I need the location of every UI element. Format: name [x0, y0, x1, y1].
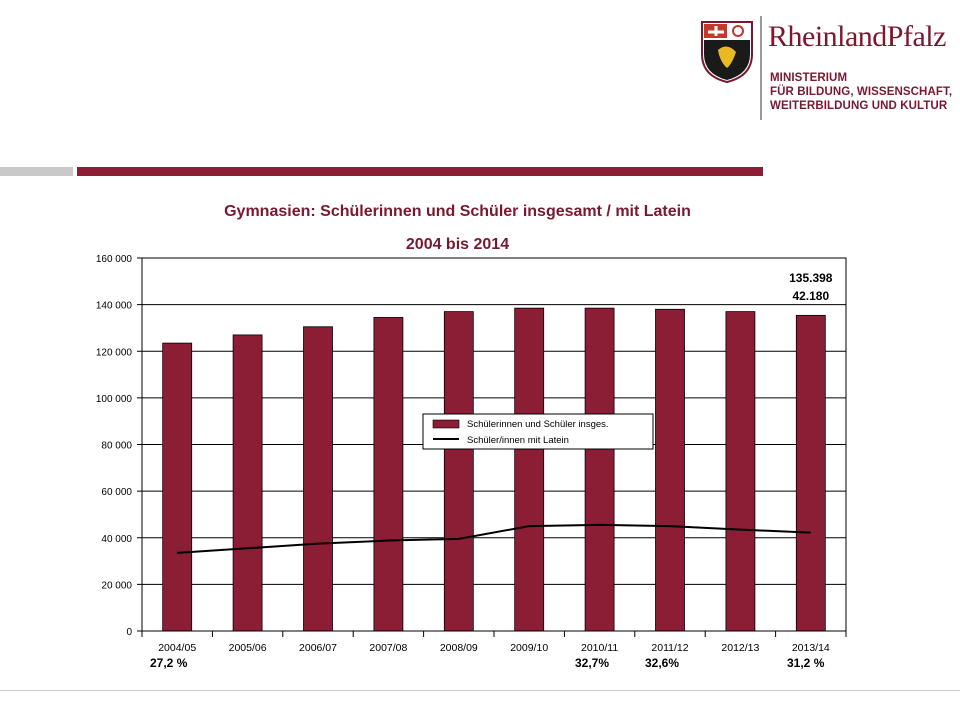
bar	[655, 308, 685, 632]
bar	[303, 326, 333, 632]
y-tick-label: 0	[126, 627, 132, 638]
bar	[725, 311, 756, 632]
x-tick-label: 2004/05	[158, 642, 196, 654]
y-tick-label: 80 000	[101, 441, 132, 452]
x-tick-label: 2010/11	[581, 642, 618, 654]
annotation-total: 135.398	[789, 271, 833, 285]
y-tick-label: 100 000	[96, 394, 133, 405]
percent-label: 27,2 %	[150, 656, 188, 670]
bar	[514, 307, 545, 632]
x-tick-label: 2008/09	[440, 642, 478, 654]
logo-subtitle-line: MINISTERIUM	[770, 72, 848, 84]
percent-label: 32,7%	[575, 656, 610, 670]
y-tick-label: 160 000	[96, 254, 133, 265]
x-tick-label: 2013/14	[792, 642, 830, 654]
accent-bar-red	[77, 167, 763, 176]
y-tick-label: 120 000	[96, 347, 133, 358]
percent-label: 32,6%	[645, 656, 680, 670]
percent-label: 31,2 %	[787, 656, 825, 670]
footer-divider	[0, 690, 960, 691]
logo-divider	[760, 16, 762, 120]
logo-wordmark: RheinlandPfalz	[768, 20, 946, 53]
coat-of-arms-icon	[701, 21, 753, 84]
chart-title: Gymnasien: Schülerinnen und Schüler insg…	[224, 203, 691, 220]
legend-swatch-bar	[432, 419, 460, 429]
y-tick-label: 40 000	[101, 534, 132, 545]
logo-subtitle-line: WEITERBILDUNG UND KULTUR	[770, 100, 948, 112]
x-tick-label: 2005/06	[229, 642, 267, 654]
chart-subtitle: 2004 bis 2014	[405, 236, 510, 253]
logo-subtitle-line: FÜR BILDUNG, WISSENSCHAFT,	[770, 86, 953, 98]
x-tick-label: 2011/12	[651, 642, 688, 654]
bar	[443, 311, 474, 632]
y-tick-label: 140 000	[96, 301, 133, 312]
bar	[373, 317, 404, 632]
accent-bar-grey	[0, 167, 73, 176]
x-tick-label: 2009/10	[510, 642, 548, 654]
x-tick-label: 2006/07	[299, 642, 337, 654]
bar	[232, 334, 263, 632]
legend-label: Schüler/innen mit Latein	[467, 435, 569, 446]
bar	[584, 307, 615, 632]
y-tick-label: 20 000	[101, 580, 132, 591]
legend-box	[422, 413, 654, 450]
bar	[162, 342, 193, 632]
bar	[795, 314, 826, 632]
annotation-latin: 42.180	[792, 289, 829, 303]
x-tick-label: 2007/08	[369, 642, 407, 654]
y-tick-label: 60 000	[101, 487, 132, 498]
legend-label: Schülerinnen und Schüler insges.	[467, 419, 609, 430]
x-tick-label: 2012/13	[721, 642, 759, 654]
latin-line	[177, 523, 811, 554]
